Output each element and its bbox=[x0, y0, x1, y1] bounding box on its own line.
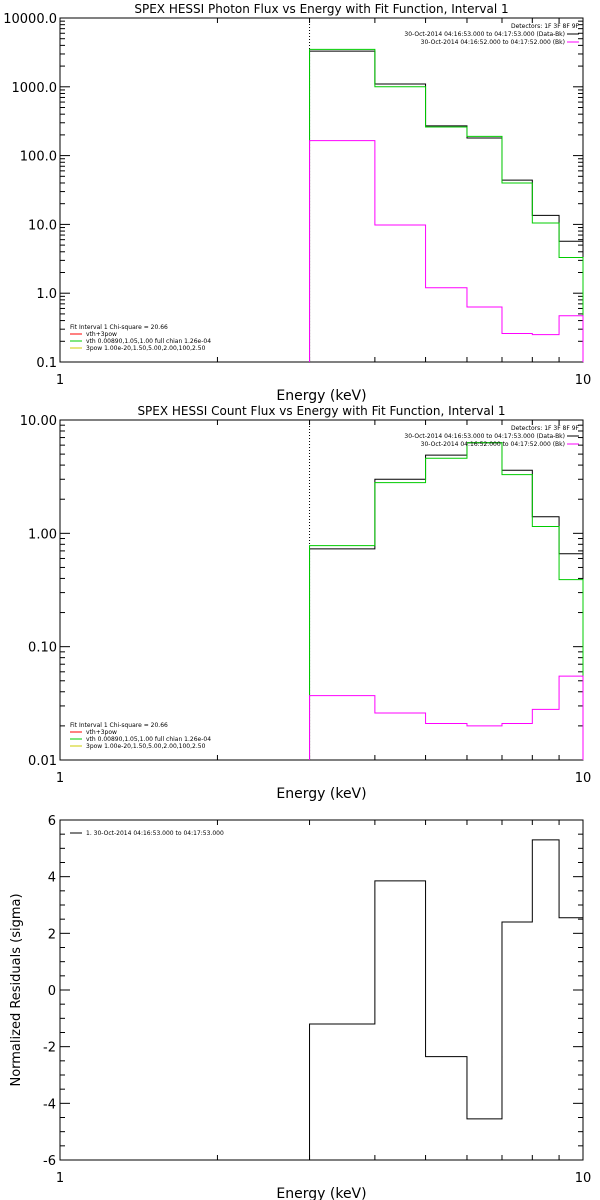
y-tick-label: 1.0 bbox=[36, 287, 57, 302]
series-1-line bbox=[309, 442, 584, 760]
y-tick-label: 10.0 bbox=[28, 218, 57, 233]
legend-entry-label: vth+3pow bbox=[86, 331, 117, 338]
plot-frame bbox=[59, 419, 584, 761]
legend-entry-label: 3pow 1.00e-20,1.50,5.00,2.00,100,2.50 bbox=[86, 345, 206, 352]
legend-header: Detectors: 1F 3F 8F 9F bbox=[511, 23, 580, 30]
x-axis-label: Energy (keV) bbox=[276, 1186, 366, 1200]
y-tick-label: -2 bbox=[43, 1041, 56, 1056]
legend-entry-label: vth 0.00890,1.05,1.00 full chian 1.26e-0… bbox=[86, 338, 211, 345]
y-tick-label: -6 bbox=[43, 1154, 56, 1169]
legend-header: Fit Interval 1 Chi-square = 20.66 bbox=[70, 722, 168, 729]
y-tick-label: 0.1 bbox=[36, 356, 57, 371]
series-1-line bbox=[309, 50, 584, 362]
series-2-line bbox=[309, 442, 584, 760]
chart-panel-2: SPEX HESSI Count Flux vs Energy with Fit… bbox=[20, 404, 591, 802]
legend-entry-label: 30-Oct-2014 04:16:53.000 to 04:17:53.000… bbox=[404, 433, 565, 440]
legend-entry-label: vth 0.00890,1.05,1.00 full chian 1.26e-0… bbox=[86, 736, 211, 743]
x-tick-label: 10 bbox=[575, 373, 592, 388]
legend-entry-label: 30-Oct-2014 04:16:52.000 to 04:17:52.000… bbox=[421, 441, 565, 448]
legend-header: Fit Interval 1 Chi-square = 20.66 bbox=[70, 324, 168, 331]
y-tick-label: 10.00 bbox=[20, 414, 57, 429]
legend-entry-label: 1. 30-Oct-2014 04:16:53.000 to 04:17:53.… bbox=[86, 830, 224, 837]
x-tick-label: 1 bbox=[56, 1171, 64, 1186]
x-axis-label: Energy (keV) bbox=[276, 786, 366, 802]
y-tick-label: 0 bbox=[48, 984, 56, 999]
legend-entry-label: 30-Oct-2014 04:16:53.000 to 04:17:53.000… bbox=[404, 31, 565, 38]
series-3-line bbox=[309, 675, 584, 760]
legend-entry-label: 3pow 1.00e-20,1.50,5.00,2.00,100,2.50 bbox=[86, 743, 206, 750]
x-axis-label: Energy (keV) bbox=[276, 388, 366, 404]
y-tick-label: 2 bbox=[48, 927, 56, 942]
y-tick-label: 1000.0 bbox=[12, 81, 58, 96]
chart-panel-3: 1 10 Energy (keV) 6 4 2 0 -2 -4 -6 Normalized Resi… bbox=[9, 814, 591, 1200]
y-tick-label: 0.10 bbox=[28, 641, 57, 656]
series-3-line bbox=[309, 140, 584, 362]
y-tick-label: 0.01 bbox=[28, 754, 57, 769]
plot-frame bbox=[59, 17, 584, 363]
legend-entry-label: 30-Oct-2014 04:16:52.000 to 04:17:52.000… bbox=[421, 39, 565, 46]
y-tick-label: 4 bbox=[48, 871, 56, 886]
y-axis-label: Normalized Residuals (sigma) bbox=[9, 893, 24, 1086]
chart-panel-1: SPEX HESSI Photon Flux vs Energy with Fi… bbox=[3, 2, 591, 404]
x-tick-label: 10 bbox=[575, 771, 592, 786]
x-tick-label: 1 bbox=[56, 771, 64, 786]
series-1-line bbox=[309, 839, 584, 1160]
plot-frame bbox=[59, 819, 584, 1161]
x-tick-label: 1 bbox=[56, 373, 64, 388]
y-tick-label: 6 bbox=[48, 814, 56, 829]
y-tick-label: 10000.0 bbox=[3, 12, 57, 27]
chart-title: SPEX HESSI Count Flux vs Energy with Fit… bbox=[137, 404, 505, 418]
x-tick-label: 10 bbox=[575, 1171, 592, 1186]
y-tick-label: 100.0 bbox=[20, 150, 57, 165]
legend-entry-label: vth+3pow bbox=[86, 729, 117, 736]
chart-title: SPEX HESSI Photon Flux vs Energy with Fi… bbox=[134, 2, 508, 16]
series-2-line bbox=[309, 48, 584, 362]
legend-header: Detectors: 1F 3F 8F 9F bbox=[511, 425, 580, 432]
y-tick-label: 1.00 bbox=[28, 527, 57, 542]
y-tick-label: -4 bbox=[43, 1097, 56, 1112]
